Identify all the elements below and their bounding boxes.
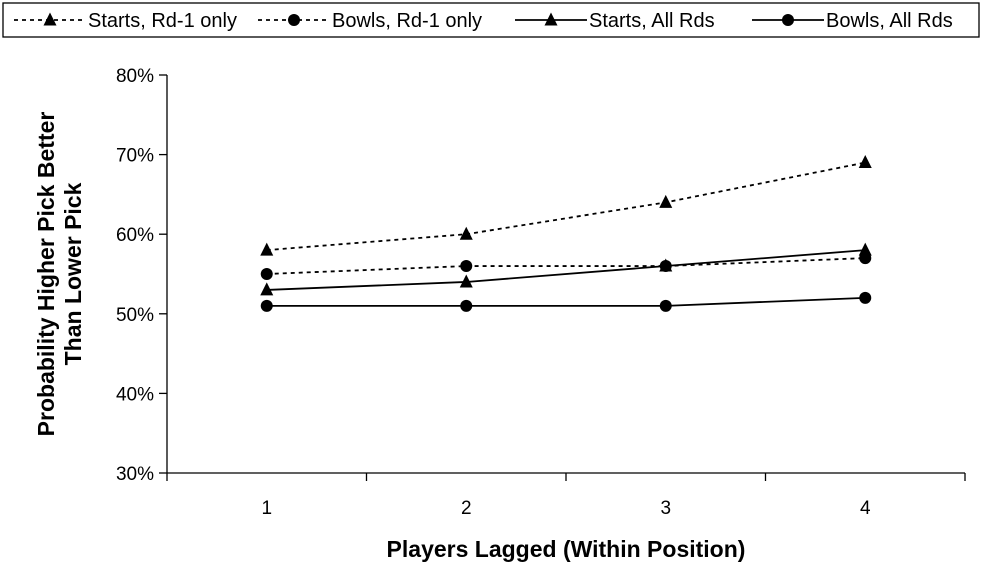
- data-point: [260, 268, 273, 280]
- legend-marker: [288, 14, 300, 26]
- data-point: [460, 260, 473, 273]
- series-1: [260, 155, 872, 256]
- series-3: [260, 242, 872, 296]
- data-point: [858, 155, 872, 169]
- y-axis-title-line-2: Than Lower Pick: [60, 182, 86, 365]
- x-tick-label: 4: [860, 498, 871, 519]
- data-point: [659, 194, 673, 208]
- y-tick-label: 40%: [116, 384, 154, 405]
- y-ticks: 30% 40% 50% 60% 70% 80%: [116, 66, 167, 485]
- y-tick-label: 80%: [116, 66, 154, 87]
- x-ticks: 1 2 3 4: [166, 473, 966, 519]
- series-4: [260, 291, 872, 312]
- series-layer: [260, 155, 872, 312]
- legend-marker: [782, 14, 794, 26]
- x-tick-label: 3: [660, 498, 671, 519]
- legend-marker: [544, 12, 558, 26]
- series-line: [266, 249, 866, 291]
- legend-label: Starts, Rd-1 only: [88, 10, 237, 32]
- x-tick-label: 2: [461, 498, 472, 519]
- legend-label: Starts, All Rds: [589, 10, 715, 32]
- legend-marker: [43, 12, 57, 26]
- y-tick-label: 70%: [116, 146, 154, 167]
- y-tick-label: 50%: [116, 305, 154, 326]
- y-tick-label: 60%: [116, 225, 154, 246]
- data-point: [260, 282, 274, 296]
- data-point: [659, 299, 672, 312]
- y-axis-title-line-1: Probability Higher Pick Better: [33, 112, 59, 437]
- x-axis-title: Players Lagged (Within Position): [387, 536, 746, 562]
- data-point: [460, 299, 473, 312]
- legend: Starts, Rd-1 only Bowls, Rd-1 only Starts,…: [2, 2, 980, 38]
- data-point: [859, 291, 872, 304]
- legend-entry: Starts, Rd-1 only: [14, 10, 237, 32]
- legend-entry: Starts, All Rds: [515, 10, 715, 32]
- legend-label: Bowls, All Rds: [826, 10, 953, 32]
- x-tick-label: 1: [261, 498, 272, 519]
- series-line: [266, 161, 866, 252]
- data-point: [260, 299, 273, 312]
- y-axis-title: Probability Higher Pick Better Than Lowe…: [33, 112, 86, 437]
- data-point: [260, 242, 274, 256]
- series-line: [266, 296, 866, 307]
- legend-entry: Bowls, Rd-1 only: [258, 10, 482, 32]
- data-point: [459, 226, 473, 240]
- legend-entry: Bowls, All Rds: [752, 10, 953, 32]
- y-tick-label: 30%: [116, 464, 154, 485]
- data-point: [858, 242, 872, 256]
- data-point: [459, 274, 473, 288]
- legend-label: Bowls, Rd-1 only: [332, 10, 482, 32]
- series-line: [266, 257, 866, 275]
- data-point: [659, 258, 673, 272]
